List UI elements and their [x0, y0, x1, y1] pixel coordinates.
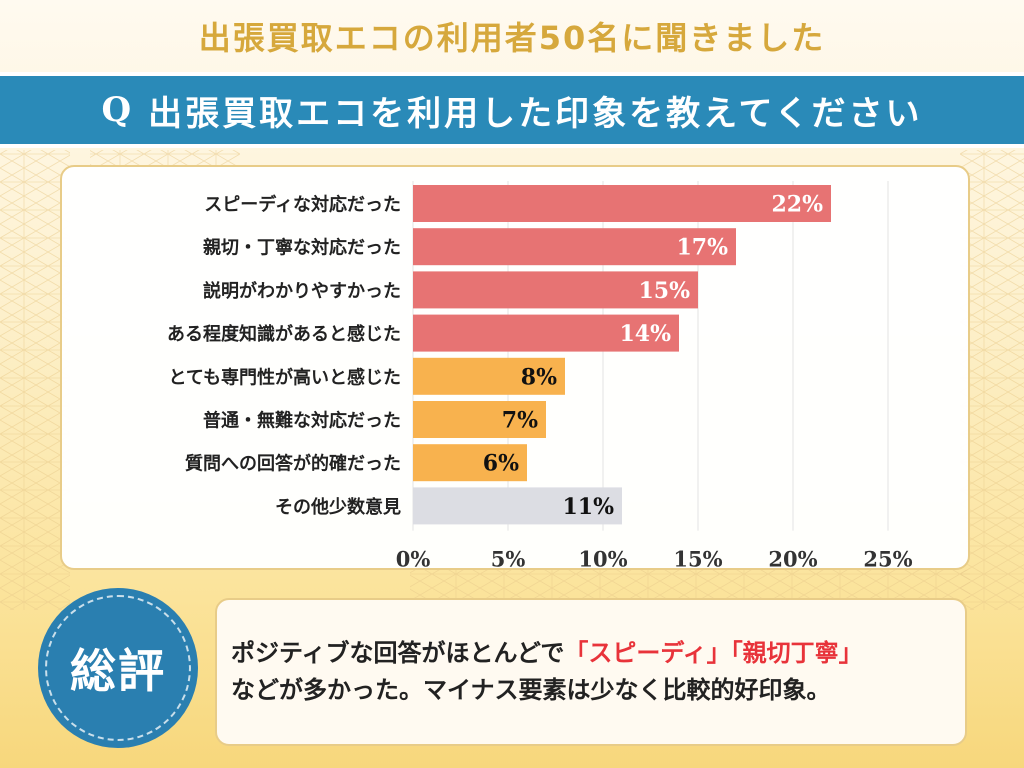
bar — [413, 185, 831, 222]
bar — [413, 357, 565, 395]
category-label: とても専門性が高いと感じた — [168, 366, 401, 388]
bar — [413, 401, 546, 438]
data-label: 14% — [619, 321, 671, 347]
question-text: 出張買取エコを利用した印象を教えてください — [148, 93, 923, 134]
data-label: 7% — [502, 408, 538, 434]
category-label: 説明がわかりやすかった — [203, 280, 401, 302]
category-label: 親切・丁寧な対応だった — [203, 237, 401, 259]
bar — [413, 444, 527, 482]
summary-panel: ポジティブな回答がほとんどで「スピーディ」「親切丁寧」 などが多かった。マイナス… — [215, 598, 967, 746]
data-label: 11% — [562, 494, 614, 520]
data-label: 22% — [771, 192, 823, 218]
x-tick-label: 5% — [491, 547, 526, 568]
x-tick-label: 0% — [396, 547, 431, 568]
summary-line-2: などが多かった。マイナス要素は少なく比較的好印象。 — [231, 676, 831, 704]
summary-badge-label: 総評 — [70, 644, 166, 698]
bar-chart: 0% 5% 10% 15% 20% 25% スピーディな対応だった 22% 親切・丁寧な対応だっ… — [167, 181, 913, 568]
data-label: 8% — [521, 364, 557, 390]
summary-highlight-polite: 「親切丁寧」 — [730, 638, 863, 667]
category-label: 普通・無難な対応だった — [203, 410, 401, 432]
data-label: 17% — [676, 235, 728, 261]
bar — [413, 228, 736, 266]
question-mark-label: Q — [101, 90, 135, 130]
bar — [413, 487, 622, 525]
category-label: スピーディな対応だった — [204, 194, 401, 216]
question-banner: Q 出張買取エコを利用した印象を教えてください — [0, 72, 1024, 148]
category-label: 質問への回答が的確だった — [185, 453, 401, 475]
chart-panel: 0% 5% 10% 15% 20% 25% スピーディな対応だった 22% 親切・丁寧な対応だっ… — [60, 165, 970, 570]
x-tick-label: 15% — [673, 547, 722, 568]
category-label: その他少数意見 — [275, 496, 401, 518]
bar — [413, 271, 698, 309]
summary-line-1: ポジティブな回答がほとんどで「スピーディ」「親切丁寧」 — [231, 635, 965, 672]
data-label: 15% — [638, 278, 690, 304]
x-tick-label: 25% — [863, 547, 912, 568]
x-tick-label: 20% — [768, 547, 817, 568]
survey-title: 出張買取エコの利用者50名に聞きました — [198, 19, 826, 57]
summary-text-prefix: ポジティブな回答がほとんどで — [231, 638, 565, 667]
summary-badge: 総評 — [38, 588, 198, 748]
summary-highlight-speedy: 「スピーディ」 — [564, 638, 731, 667]
category-label: ある程度知識があると感じた — [167, 323, 401, 345]
bar — [413, 314, 679, 352]
data-label: 6% — [483, 451, 519, 477]
x-tick-label: 10% — [578, 547, 627, 568]
